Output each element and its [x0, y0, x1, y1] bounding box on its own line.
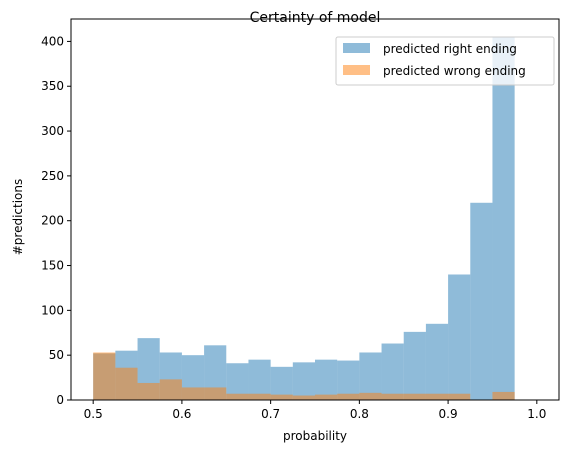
- series-0: [93, 36, 515, 400]
- x-tick-label: 0.7: [261, 407, 280, 421]
- y-tick-label: 0: [56, 393, 64, 407]
- y-tick-label: 150: [41, 259, 64, 273]
- x-tick-label: 1.0: [527, 407, 546, 421]
- legend-label-wrong: predicted wrong ending: [383, 64, 526, 78]
- y-axis-label: #predictions: [11, 179, 25, 256]
- histogram-bar: [492, 36, 515, 400]
- histogram-bar: [359, 392, 382, 400]
- histogram-bar: [270, 366, 293, 400]
- y-tick-label: 250: [41, 169, 64, 183]
- y-tick-label: 50: [49, 348, 64, 362]
- y-tick-label: 100: [41, 303, 64, 317]
- legend-swatch-wrong: [343, 65, 370, 75]
- histogram-bar: [448, 274, 471, 400]
- y-axis: 0 50 100 150 200 250 300 350 400: [41, 34, 71, 407]
- plot-frame: [70, 18, 560, 401]
- legend-swatch-right: [343, 43, 370, 53]
- x-tick-label: 0.5: [84, 407, 103, 421]
- histogram-bar: [315, 394, 338, 400]
- x-tick-label: 0.6: [172, 407, 191, 421]
- histogram-bar: [315, 359, 338, 400]
- series-1: [93, 352, 515, 400]
- y-tick-label: 350: [41, 79, 64, 93]
- histogram-bar: [492, 391, 515, 400]
- histogram-bar: [204, 387, 227, 400]
- histogram-bar: [248, 393, 271, 400]
- legend-label-right: predicted right ending: [383, 42, 517, 56]
- histogram-bar: [115, 367, 138, 400]
- histogram-bar: [403, 331, 426, 400]
- histogram-bar: [226, 363, 249, 400]
- histogram-bar: [337, 393, 360, 400]
- chart-title: Certainty of model: [250, 10, 381, 26]
- histogram-bar: [226, 393, 249, 400]
- histogram-bar: [137, 382, 160, 400]
- histogram-bar: [270, 394, 293, 400]
- x-tick-label: 0.9: [439, 407, 458, 421]
- histogram-bar: [448, 393, 471, 400]
- histogram-bar: [403, 393, 426, 400]
- legend-box: [335, 36, 555, 86]
- histogram-bar: [470, 202, 493, 400]
- y-tick-label: 200: [41, 214, 64, 228]
- x-tick-label: 0.8: [350, 407, 369, 421]
- x-axis-label: probability: [283, 429, 347, 443]
- x-axis: 0.5 0.6 0.7 0.8 0.9 1.0: [84, 400, 546, 421]
- histogram-bar: [248, 359, 271, 400]
- histogram-bar: [381, 343, 404, 400]
- histogram-bar: [159, 379, 182, 400]
- y-tick-label: 400: [41, 34, 64, 48]
- histogram-bar: [181, 387, 205, 400]
- histogram-bar: [292, 362, 315, 400]
- histogram-bar: [292, 395, 315, 400]
- histogram-bar: [425, 323, 449, 400]
- histogram-bar: [359, 352, 382, 400]
- histogram-bar: [337, 360, 360, 400]
- legend: predicted right ending predicted wrong e…: [335, 36, 555, 86]
- histogram-bar: [381, 393, 404, 400]
- histogram-bar: [93, 352, 116, 400]
- histogram-bar: [204, 345, 227, 400]
- bars-layer: [93, 36, 515, 400]
- histogram-bar: [425, 393, 449, 400]
- y-tick-label: 300: [41, 124, 64, 138]
